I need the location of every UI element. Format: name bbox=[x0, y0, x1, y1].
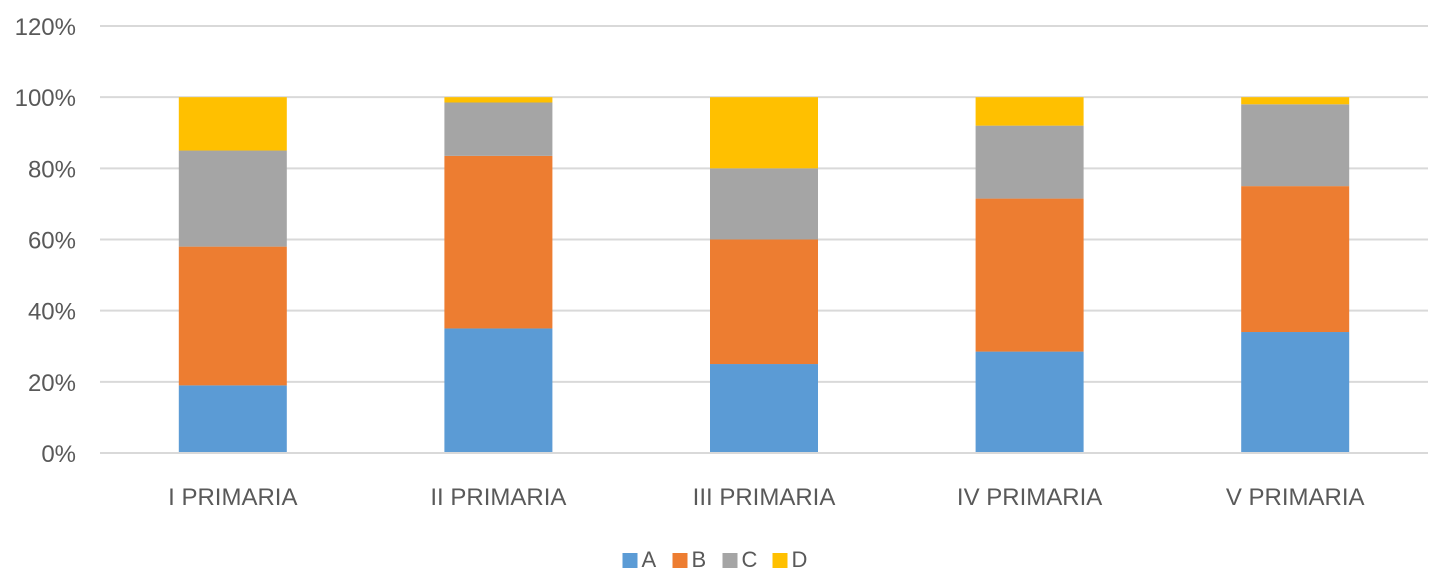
bar-segment-b bbox=[975, 198, 1084, 352]
x-tick-label: I PRIMARIA bbox=[168, 484, 297, 511]
bar-segment-b bbox=[178, 246, 287, 386]
bar-segment-c bbox=[975, 125, 1084, 199]
legend-label: B bbox=[692, 547, 707, 572]
bar-segment-b bbox=[1241, 186, 1350, 333]
bar-segment-c bbox=[178, 150, 287, 247]
legend-item-c: C bbox=[722, 547, 758, 572]
bar-segment-a bbox=[1241, 332, 1350, 453]
bar-segment-c bbox=[1241, 104, 1350, 187]
x-tick-label: IV PRIMARIA bbox=[957, 484, 1102, 511]
bar-segment-a bbox=[178, 385, 287, 453]
legend-swatch bbox=[622, 553, 638, 568]
y-tick-label: 80% bbox=[28, 156, 76, 183]
bar-segment-d bbox=[444, 97, 553, 103]
bar-segment-a bbox=[444, 328, 553, 453]
bar-segment-b bbox=[444, 155, 553, 329]
bar-segment-a bbox=[975, 351, 1084, 453]
y-tick-label: 0% bbox=[41, 441, 76, 468]
y-tick-label: 100% bbox=[15, 85, 76, 112]
bar-segment-d bbox=[178, 97, 287, 151]
bars bbox=[178, 97, 1350, 453]
y-axis: 0% 20% 40% 60% 80% 100% 120% bbox=[15, 14, 76, 468]
bar-segment-d bbox=[710, 97, 818, 169]
y-tick-label: 120% bbox=[15, 14, 76, 41]
legend-swatch bbox=[722, 553, 738, 568]
y-tick-label: 60% bbox=[28, 228, 76, 255]
legend-item-d: D bbox=[772, 547, 808, 572]
x-tick-label: II PRIMARIA bbox=[430, 484, 566, 511]
legend-swatch bbox=[672, 553, 688, 568]
y-tick-label: 40% bbox=[28, 299, 76, 326]
legend-label: D bbox=[792, 547, 808, 572]
bar-segment-a bbox=[710, 364, 818, 453]
legend: A B C D bbox=[622, 547, 808, 572]
x-tick-label: III PRIMARIA bbox=[693, 484, 836, 511]
bar-segment-d bbox=[1241, 97, 1350, 105]
bar-segment-b bbox=[710, 239, 818, 365]
bar-segment-c bbox=[444, 102, 553, 156]
x-axis: I PRIMARIA II PRIMARIA III PRIMARIA IV PRIM… bbox=[100, 452, 1428, 511]
legend-label: A bbox=[642, 547, 657, 572]
bar-segment-c bbox=[710, 168, 818, 240]
x-tick-label: V PRIMARIA bbox=[1226, 484, 1365, 511]
legend-item-b: B bbox=[672, 547, 707, 572]
bar-segment-d bbox=[975, 97, 1084, 126]
legend-item-a: A bbox=[622, 547, 657, 572]
legend-swatch bbox=[772, 553, 788, 568]
legend-label: C bbox=[742, 547, 758, 572]
y-tick-label: 20% bbox=[28, 370, 76, 397]
